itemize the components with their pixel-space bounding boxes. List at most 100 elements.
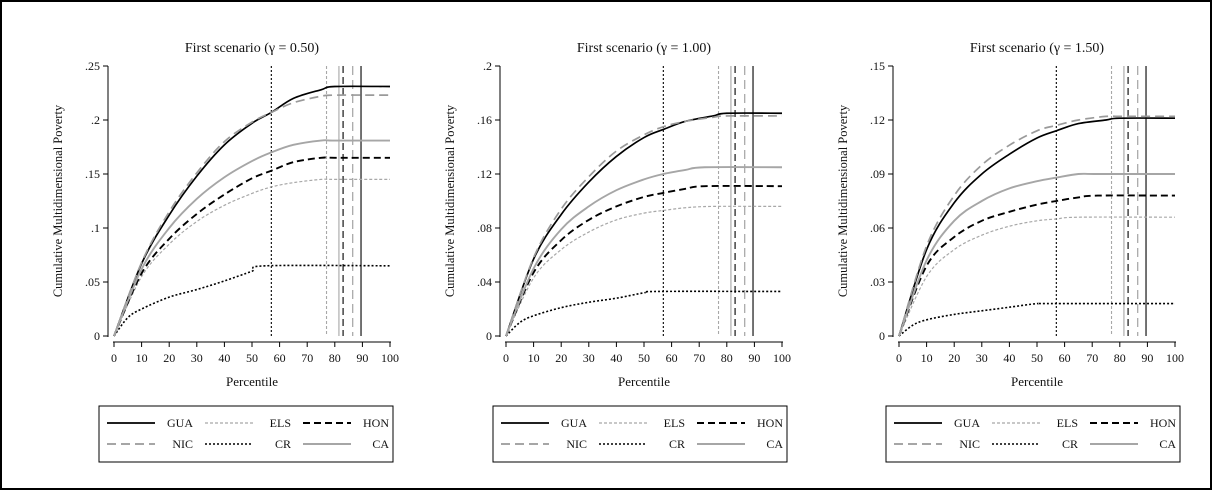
x-tick-label: 40 (218, 351, 230, 365)
legend-label-hon: HON (757, 416, 783, 430)
x-tick-label: 0 (896, 351, 902, 365)
x-tick-label: 10 (136, 351, 148, 365)
x-tick-label: 80 (1114, 351, 1126, 365)
y-tick-label: .08 (477, 221, 492, 235)
x-tick-label: 30 (976, 351, 988, 365)
y-tick-label: .06 (870, 221, 885, 235)
x-tick-label: 60 (274, 351, 286, 365)
series-line-gua (898, 117, 1176, 337)
x-tick-label: 30 (583, 351, 595, 365)
y-tick-label: 0 (879, 329, 885, 343)
x-tick-label: 10 (528, 351, 540, 365)
y-tick-label: .2 (91, 113, 100, 127)
x-tick-label: 0 (503, 351, 509, 365)
chart-panel-2: First scenario (γ = 1.00) 0 .04 .08 .12 .16 .2… (443, 41, 791, 463)
y-tick-label: .15 (85, 167, 100, 181)
chart-title: First scenario (γ = 0.50) (185, 41, 320, 56)
y-tick-label: .15 (870, 59, 885, 73)
y-tick-label: .1 (91, 221, 100, 235)
x-axis-label: Percentile (1011, 374, 1063, 389)
series-line-hon (505, 185, 783, 337)
series-line-gua (113, 85, 391, 337)
y-tick-label: 0 (486, 329, 492, 343)
x-axis-label: Percentile (618, 374, 670, 389)
legend-label-nic: NIC (172, 437, 193, 451)
series-line-els (505, 205, 783, 337)
y-tick-label: .25 (85, 59, 100, 73)
y-tick-label: .2 (483, 59, 492, 73)
legend-label-hon: HON (1150, 416, 1176, 430)
x-tick-label: 20 (555, 351, 567, 365)
series-line-nic (113, 94, 391, 337)
y-tick-label: .04 (477, 275, 492, 289)
legend-label-cr: CR (669, 437, 685, 451)
series-line-els (898, 216, 1176, 337)
series-line-gua (505, 112, 783, 337)
legend-label-cr: CR (275, 437, 291, 451)
series-line-hon (898, 194, 1176, 337)
x-tick-label: 50 (638, 351, 650, 365)
legend-label-els: ELS (1057, 416, 1078, 430)
y-axis-label: Cumulative Multidimensional Poverty (443, 104, 457, 297)
x-tick-label: 90 (356, 351, 368, 365)
y-tick-label: .12 (870, 113, 885, 127)
legend-label-gua: GUA (167, 416, 193, 430)
legend-box (885, 405, 1181, 463)
x-tick-label: 60 (666, 351, 678, 365)
legend-label-cr: CR (1062, 437, 1078, 451)
x-tick-label: 80 (329, 351, 341, 365)
x-tick-label: 20 (163, 351, 175, 365)
series-line-els (113, 178, 390, 337)
series-line-cr (113, 264, 391, 337)
x-tick-label: 90 (1141, 351, 1153, 365)
x-tick-label: 100 (1166, 351, 1184, 365)
legend-label-nic: NIC (566, 437, 587, 451)
legend-box (98, 405, 394, 463)
legend-label-hon: HON (363, 416, 389, 430)
x-tick-label: 70 (1086, 351, 1098, 365)
x-tick-label: 70 (301, 351, 313, 365)
y-tick-label: 0 (94, 329, 100, 343)
x-tick-label: 100 (381, 351, 399, 365)
x-tick-label: 90 (748, 351, 760, 365)
series-line-ca (505, 166, 783, 337)
legend-box (492, 405, 788, 463)
legend-label-ca: CA (766, 437, 783, 451)
y-tick-label: .05 (85, 275, 100, 289)
series-line-ca (113, 139, 390, 337)
x-tick-label: 80 (721, 351, 733, 365)
series-line-cr (898, 302, 1175, 337)
y-axis-label: Cumulative Multidimensional Poverty (836, 104, 850, 297)
y-tick-label: .12 (477, 167, 492, 181)
series-line-nic (505, 115, 783, 337)
series-line-hon (113, 156, 390, 337)
chart-panel-1: First scenario (γ = 0.50) 0 .05 .1 .15 .2 .25 0… (51, 41, 399, 463)
x-tick-label: 40 (1003, 351, 1015, 365)
x-tick-label: 10 (921, 351, 933, 365)
x-tick-label: 50 (246, 351, 258, 365)
x-tick-label: 70 (693, 351, 705, 365)
x-tick-label: 50 (1031, 351, 1043, 365)
legend-label-ca: CA (1159, 437, 1176, 451)
series-line-nic (898, 115, 1175, 337)
chart-title: First scenario (γ = 1.50) (970, 41, 1105, 56)
series-line-ca (898, 172, 1175, 337)
series-line-cr (505, 290, 783, 337)
y-tick-label: .03 (870, 275, 885, 289)
legend-label-gua: GUA (561, 416, 587, 430)
legend-label-gua: GUA (954, 416, 980, 430)
x-tick-label: 20 (948, 351, 960, 365)
x-tick-label: 30 (191, 351, 203, 365)
y-tick-label: .09 (870, 167, 885, 181)
chart-title: First scenario (γ = 1.00) (577, 41, 712, 56)
y-tick-label: .16 (477, 113, 492, 127)
legend-label-els: ELS (664, 416, 685, 430)
x-tick-label: 60 (1059, 351, 1071, 365)
x-tick-label: 0 (111, 351, 117, 365)
legend-label-ca: CA (372, 437, 389, 451)
x-tick-label: 100 (773, 351, 791, 365)
x-axis-label: Percentile (226, 374, 278, 389)
legend-label-nic: NIC (959, 437, 980, 451)
